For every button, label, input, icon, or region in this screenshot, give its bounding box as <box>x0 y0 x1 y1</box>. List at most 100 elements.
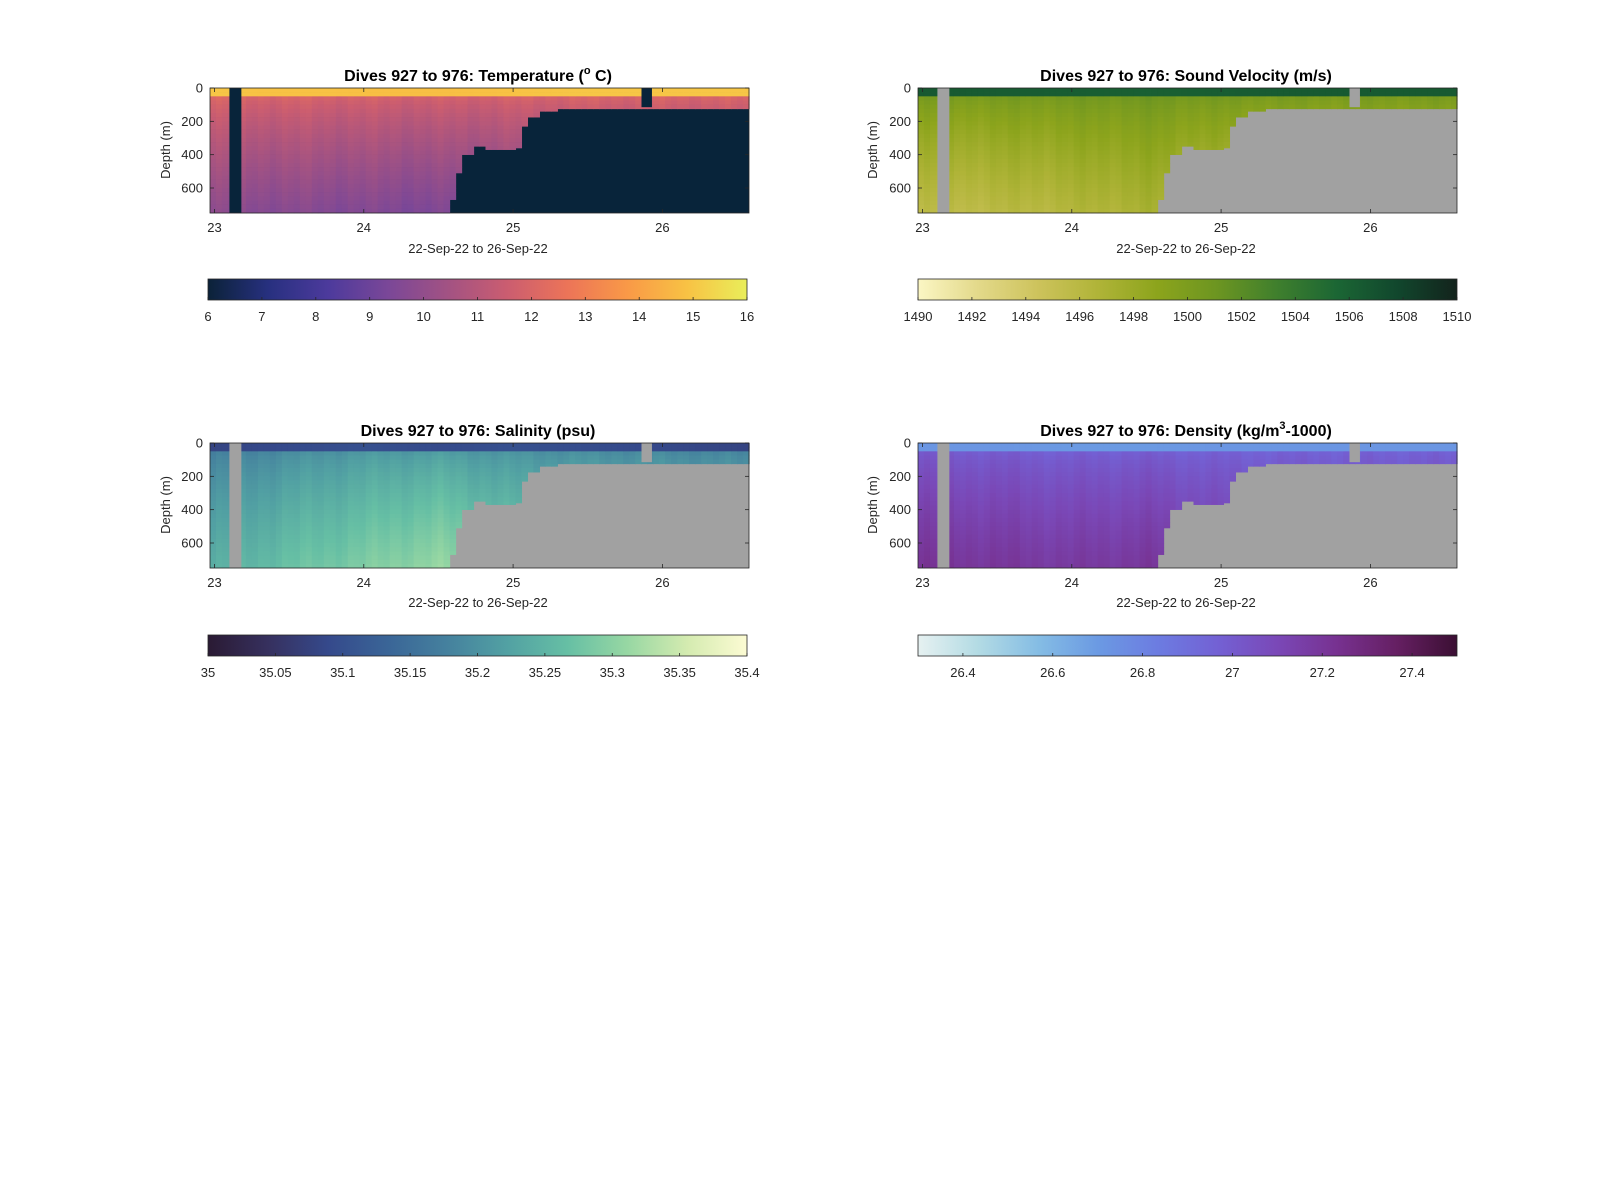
heatmap-cell <box>300 163 307 167</box>
heatmap-cell <box>306 163 313 167</box>
heatmap-cell <box>954 159 961 163</box>
heatmap-cell <box>1086 105 1093 109</box>
heatmap-cell <box>378 547 385 551</box>
heatmap-cell <box>342 163 349 167</box>
heatmap-cell <box>444 88 451 92</box>
heatmap-cell <box>1056 201 1063 205</box>
heatmap-cell <box>485 489 492 493</box>
heatmap-cell <box>258 501 265 505</box>
heatmap-cell <box>258 146 265 150</box>
heatmap-cell <box>288 171 295 175</box>
heatmap-cell <box>390 155 397 159</box>
heatmap-cell <box>1217 134 1224 138</box>
heatmap-cell <box>246 109 253 113</box>
heatmap-cell <box>1146 113 1153 117</box>
heatmap-cell <box>984 126 991 130</box>
heatmap-cell <box>288 155 295 159</box>
heatmap-cell <box>485 92 492 96</box>
heatmap-cell <box>438 560 445 564</box>
heatmap-cell <box>1086 126 1093 130</box>
heatmap-cell <box>390 159 397 163</box>
heatmap-cell <box>312 138 319 142</box>
heatmap-cell <box>444 485 451 489</box>
heatmap-cell <box>372 126 379 130</box>
heatmap-cell <box>312 543 319 547</box>
heatmap-cell <box>456 497 463 501</box>
heatmap-cell <box>695 101 702 105</box>
heatmap-cell <box>462 485 469 489</box>
heatmap-cell <box>972 101 979 105</box>
heatmap-cell <box>689 101 696 105</box>
heatmap-cell <box>372 146 379 150</box>
heatmap-cell <box>1331 96 1338 100</box>
heatmap-cell <box>587 101 594 105</box>
heatmap-cell <box>378 155 385 159</box>
heatmap-cell <box>294 493 301 497</box>
heatmap-cell <box>372 113 379 117</box>
heatmap-cell <box>1104 134 1111 138</box>
heatmap-cell <box>312 201 319 205</box>
heatmap-cell <box>1086 109 1093 113</box>
heatmap-cell <box>372 201 379 205</box>
heatmap-cell <box>384 180 391 184</box>
heatmap-cell <box>324 472 331 476</box>
heatmap-cell <box>342 142 349 146</box>
heatmap-cell <box>719 456 726 460</box>
heatmap-cell <box>1014 101 1021 105</box>
heatmap-cell <box>966 184 973 188</box>
heatmap-cell <box>414 485 421 489</box>
heatmap-cell <box>491 138 498 142</box>
heatmap-cell <box>497 476 504 480</box>
heatmap-cell <box>497 451 504 455</box>
heatmap-cell <box>930 96 937 100</box>
y-tick-label: 0 <box>196 81 203 96</box>
heatmap-cell <box>1152 146 1159 150</box>
heatmap-cell <box>408 543 415 547</box>
heatmap-cell <box>414 146 421 150</box>
colorbar <box>918 279 1457 300</box>
heatmap-cell <box>1134 117 1141 121</box>
heatmap-cell <box>1044 117 1051 121</box>
heatmap-cell <box>222 526 229 530</box>
heatmap-cell <box>468 96 475 100</box>
heatmap-cell <box>1223 105 1230 109</box>
heatmap-cell <box>408 560 415 564</box>
heatmap-cell <box>972 130 979 134</box>
heatmap-cell <box>972 176 979 180</box>
heatmap-cell <box>432 113 439 117</box>
heatmap-cell <box>1152 105 1159 109</box>
heatmap-cell <box>216 138 223 142</box>
heatmap-cell <box>438 134 445 138</box>
heatmap-cell <box>294 205 301 209</box>
heatmap-cell <box>438 447 445 451</box>
heatmap-cell <box>966 196 973 200</box>
heatmap-cell <box>432 196 439 200</box>
heatmap-cell <box>930 167 937 171</box>
heatmap-cell <box>342 151 349 155</box>
heatmap-cell <box>378 464 385 468</box>
heatmap-cell <box>1158 176 1165 180</box>
heatmap-cell <box>438 522 445 526</box>
heatmap-cell <box>210 205 217 209</box>
heatmap-cell <box>360 547 367 551</box>
heatmap-cell <box>1074 188 1081 192</box>
heatmap-cell <box>1146 167 1153 171</box>
heatmap-cell <box>330 489 337 493</box>
heatmap-cell <box>294 522 301 526</box>
heatmap-cell <box>258 121 265 125</box>
heatmap-cell <box>521 113 528 117</box>
heatmap-cell <box>276 171 283 175</box>
heatmap-cell <box>1421 105 1428 109</box>
heatmap-cell <box>366 560 373 564</box>
heatmap-cell <box>444 456 451 460</box>
heatmap-cell <box>276 109 283 113</box>
heatmap-cell <box>324 456 331 460</box>
heatmap-cell <box>396 188 403 192</box>
heatmap-cell <box>1056 126 1063 130</box>
heatmap-cell <box>462 92 469 96</box>
heatmap-cell <box>966 180 973 184</box>
heatmap-cell <box>270 493 277 497</box>
heatmap-cell <box>312 468 319 472</box>
heatmap-cell <box>342 456 349 460</box>
heatmap-cell <box>270 497 277 501</box>
